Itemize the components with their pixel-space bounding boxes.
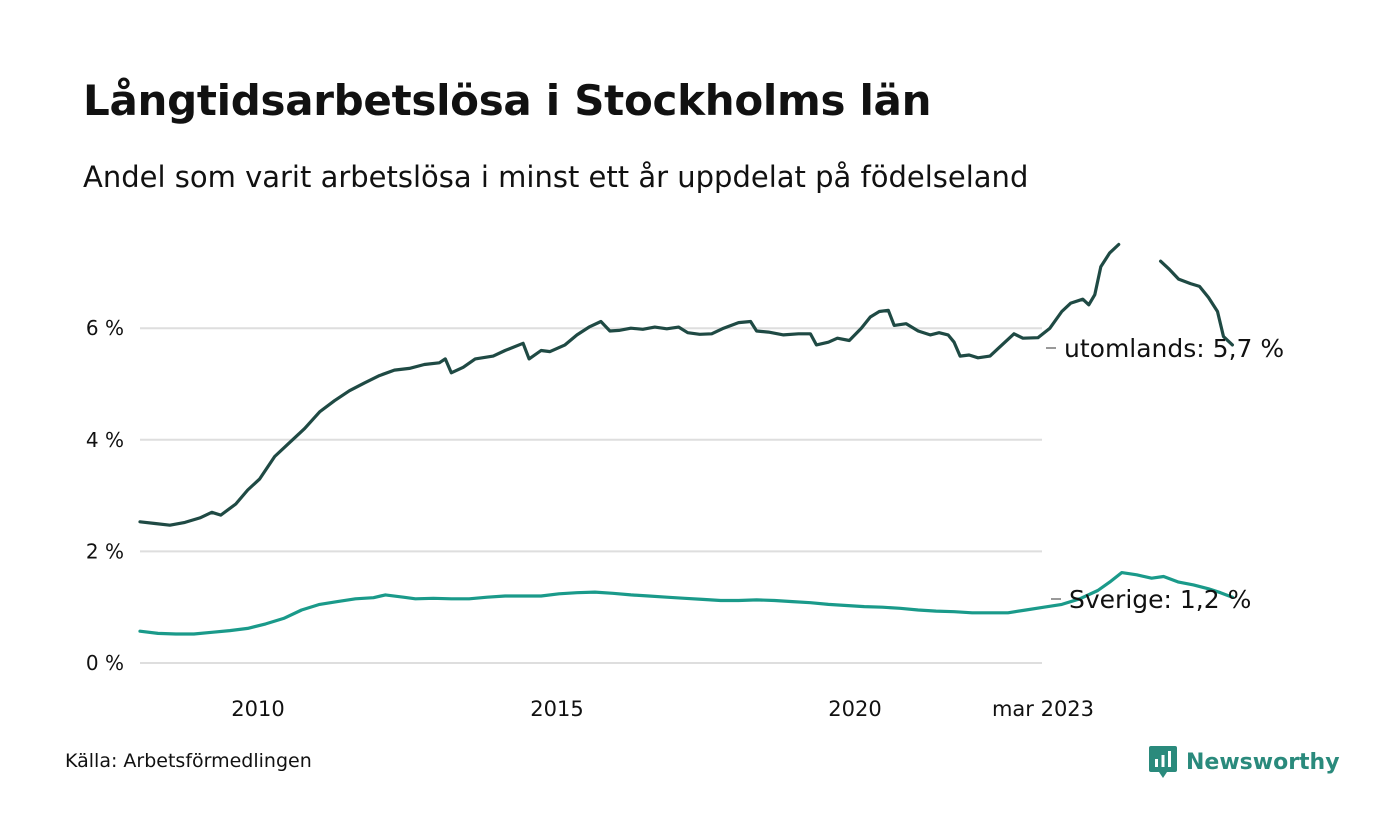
series-line-utomlands-0 [138,242,1121,527]
line-chart: 0 % 2 % 4 % 6 % 2010 2015 2020 mar 2023 utomland… [86,242,1284,721]
y-tick-label: 6 % [86,316,124,340]
y-tick-label: 0 % [86,651,124,675]
x-tick-label: 2010 [231,697,284,721]
source-credit: Källa: Arbetsförmedlingen [65,750,312,772]
x-tick-label: 2020 [828,697,881,721]
chart-subtitle: Andel som varit arbetslösa i minst ett å… [83,160,1029,194]
brand-logo[interactable]: Newsworthy [1148,744,1340,780]
brand-name: Newsworthy [1186,749,1340,775]
series-line-utomlands-1 [1159,259,1234,347]
series-end-label: utomlands: 5,7 % [1064,334,1284,363]
x-tick-label: 2015 [530,697,583,721]
series-end-label: Sverige: 1,2 % [1069,585,1251,614]
y-tick-label: 4 % [86,428,124,452]
chart-title: Långtidsarbetslösa i Stockholms län [83,76,932,125]
series-line-sverige-0 [138,571,1234,636]
x-tick-label: mar 2023 [992,697,1094,721]
newsworthy-logo-icon [1149,746,1177,778]
y-tick-label: 2 % [86,539,124,563]
